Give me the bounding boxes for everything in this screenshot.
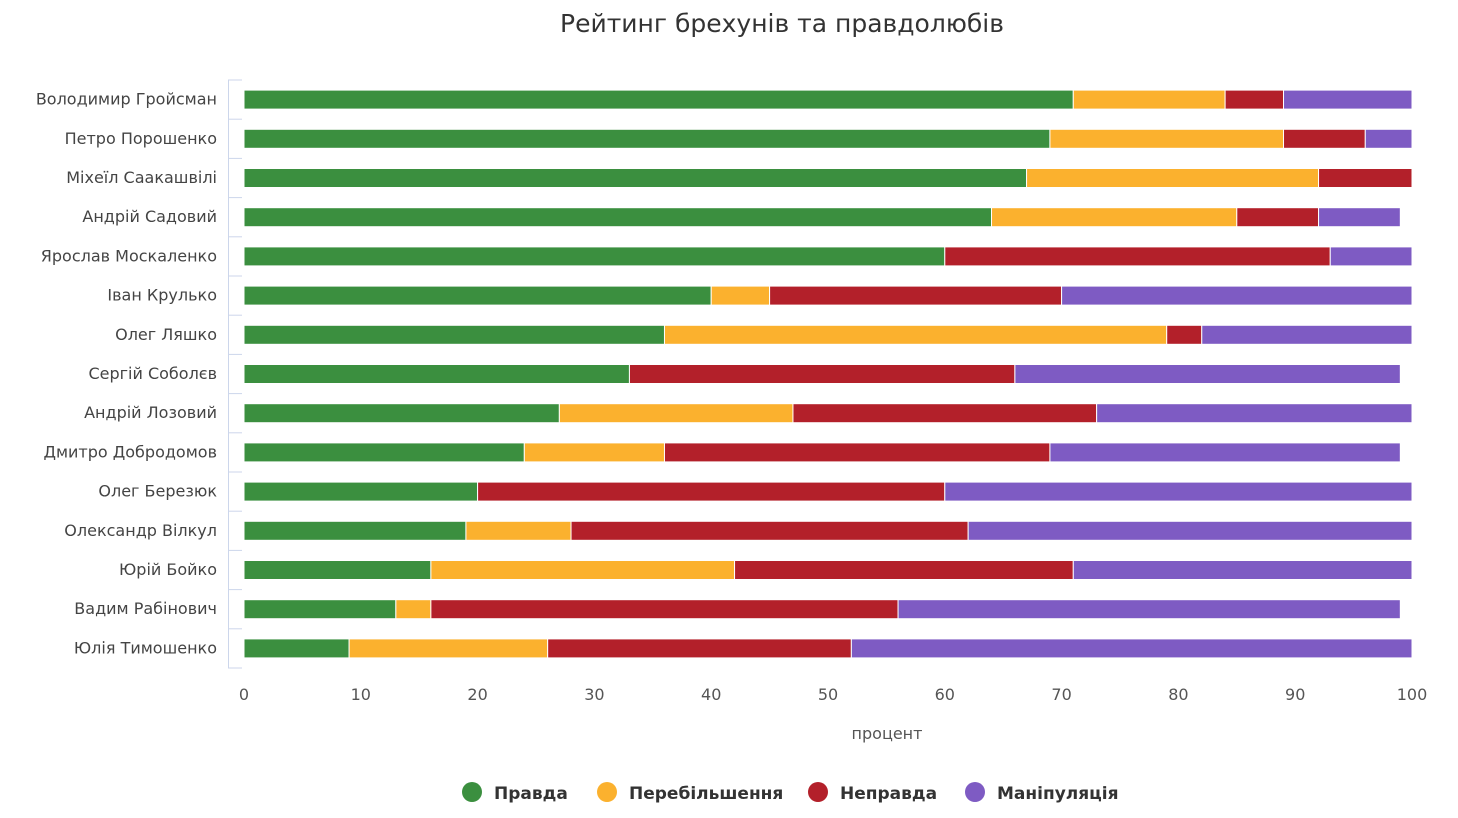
- bar-segment-Неправда: [477, 481, 946, 502]
- bar-segment-Маніпуляція: [967, 520, 1413, 541]
- bar-segment-Перебільшення: [430, 560, 736, 580]
- bar-segment-Перебільшення: [558, 403, 794, 424]
- bar-segment-Правда: [243, 520, 467, 541]
- x-axis-label: процент: [852, 724, 923, 743]
- bar-segment-Неправда: [734, 560, 1074, 580]
- bar-segment-Неправда: [769, 285, 1063, 306]
- bar-segment-Перебільшення: [523, 442, 665, 463]
- bar-segment-Маніпуляція: [1364, 128, 1413, 149]
- x-tick-label: 10: [351, 685, 371, 704]
- bar-segment-Правда: [243, 364, 630, 384]
- legend-marker: [462, 782, 482, 802]
- bar-segment-Правда: [243, 560, 432, 580]
- bar-segment-Неправда: [430, 599, 899, 620]
- bar-segment-Маніпуляція: [1061, 285, 1413, 306]
- bar-segment-Маніпуляція: [1096, 403, 1413, 424]
- bar-segment-Маніпуляція: [1014, 364, 1401, 384]
- x-tick-label: 70: [1051, 685, 1071, 704]
- bar-segment-Маніпуляція: [944, 481, 1413, 502]
- bar-segment-Маніпуляція: [1318, 207, 1401, 228]
- bar-segment-Перебільшення: [395, 599, 432, 620]
- x-tick-label: 50: [818, 685, 838, 704]
- bar-segment-Неправда: [1236, 207, 1320, 228]
- legend-label: Неправда: [840, 784, 937, 804]
- category-label: Петро Порошенко: [65, 129, 217, 148]
- bar-segment-Неправда: [944, 246, 1331, 267]
- chart-title: Рейтинг брехунів та правдолюбів: [560, 9, 1004, 38]
- bar-segment-Правда: [243, 481, 479, 502]
- category-label: Ярослав Москаленко: [41, 246, 217, 265]
- bar-segment-Маніпуляція: [1201, 324, 1413, 345]
- legend-label: Перебільшення: [629, 784, 783, 804]
- y-axis: [228, 79, 242, 669]
- bar-segment-Неправда: [1224, 89, 1285, 110]
- bar-segment-Маніпуляція: [850, 638, 1413, 659]
- category-label: Юрій Бойко: [119, 560, 217, 579]
- category-label: Міхеїл Саакашвілі: [66, 168, 217, 187]
- x-tick-labels: 0 10 20 30 40 50 60 70 80 90 100: [239, 685, 1427, 704]
- bar-segment-Правда: [243, 89, 1074, 110]
- x-tick-label: 80: [1168, 685, 1188, 704]
- bar-segment-Перебільшення: [465, 520, 572, 541]
- bars: [243, 89, 1413, 659]
- bar-segment-Неправда: [547, 638, 852, 659]
- x-tick-label: 40: [701, 685, 721, 704]
- category-label: Іван Крулько: [107, 286, 217, 305]
- category-label: Олег Ляшко: [115, 325, 217, 344]
- category-label: Олег Березюк: [98, 482, 217, 501]
- legend-marker: [965, 782, 985, 802]
- category-label: Олександр Вілкул: [64, 521, 217, 540]
- legend: Правда Перебільшення Неправда Маніпуляція: [462, 782, 1119, 804]
- category-label: Юлія Тимошенко: [74, 638, 217, 657]
- x-tick-label: 100: [1397, 685, 1428, 704]
- bar-segment-Неправда: [792, 403, 1098, 424]
- category-labels: Володимир Гройсман Петро Порошенко Міхеїл …: [36, 90, 218, 658]
- bar-segment-Неправда: [1318, 168, 1413, 188]
- bar-segment-Перебільшення: [663, 324, 1168, 345]
- legend-marker: [597, 782, 617, 802]
- bar-segment-Правда: [243, 324, 665, 345]
- bar-segment-Правда: [243, 285, 712, 306]
- bar-segment-Маніпуляція: [1049, 442, 1401, 463]
- bar-segment-Маніпуляція: [897, 599, 1401, 620]
- bar-segment-Правда: [243, 442, 525, 463]
- bar-segment-Маніпуляція: [1329, 246, 1413, 267]
- legend-marker: [808, 782, 828, 802]
- legend-label: Маніпуляція: [997, 784, 1119, 804]
- category-label: Володимир Гройсман: [36, 90, 217, 109]
- bar-segment-Перебільшення: [710, 285, 771, 306]
- bar-segment-Неправда: [628, 364, 1016, 384]
- x-tick-label: 90: [1285, 685, 1305, 704]
- legend-label: Правда: [494, 784, 568, 804]
- bar-segment-Правда: [243, 403, 560, 424]
- category-label: Андрій Лозовий: [84, 403, 217, 422]
- x-tick-label: 30: [584, 685, 604, 704]
- category-label: Вадим Рабінович: [74, 599, 217, 618]
- category-label: Дмитро Добродомов: [43, 442, 217, 461]
- bar-segment-Правда: [243, 246, 946, 267]
- bar-segment-Перебільшення: [1026, 168, 1320, 188]
- bar-segment-Правда: [243, 638, 350, 659]
- bar-segment-Неправда: [663, 442, 1051, 463]
- category-label: Сергій Соболєв: [88, 364, 217, 383]
- bar-segment-Маніпуляція: [1283, 89, 1413, 110]
- x-tick-label: 0: [239, 685, 249, 704]
- bar-segment-Перебільшення: [1049, 128, 1285, 149]
- bar-segment-Перебільшення: [348, 638, 549, 659]
- category-label: Андрій Садовий: [82, 207, 217, 226]
- x-tick-label: 60: [935, 685, 955, 704]
- bar-segment-Неправда: [1283, 128, 1366, 149]
- bar-segment-Перебільшення: [991, 207, 1238, 228]
- bar-segment-Неправда: [1166, 324, 1203, 345]
- bar-segment-Перебільшення: [1072, 89, 1226, 110]
- bar-segment-Правда: [243, 599, 397, 620]
- bar-segment-Неправда: [570, 520, 969, 541]
- x-tick-label: 20: [467, 685, 487, 704]
- bar-segment-Правда: [243, 207, 993, 228]
- bar-segment-Правда: [243, 128, 1051, 149]
- bar-segment-Правда: [243, 168, 1028, 188]
- bar-segment-Маніпуляція: [1072, 560, 1413, 580]
